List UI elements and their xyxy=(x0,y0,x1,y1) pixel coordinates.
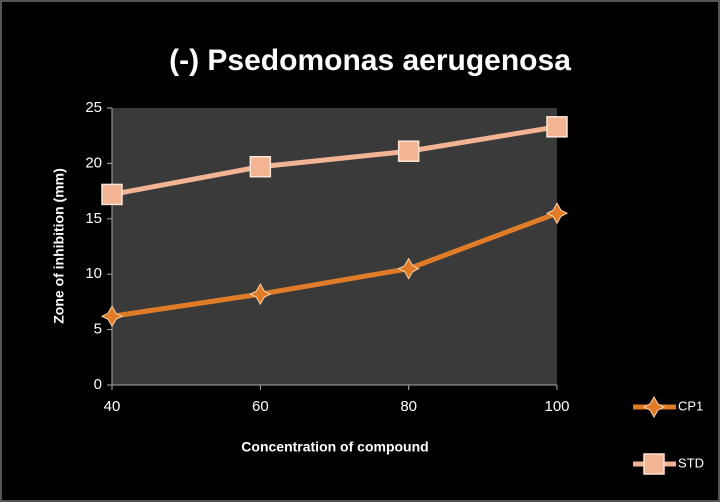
data-point xyxy=(101,183,123,206)
plot-area xyxy=(112,108,557,385)
y-tick-label: 20 xyxy=(85,154,102,171)
data-point xyxy=(100,305,124,328)
data-point xyxy=(249,283,272,306)
data-point xyxy=(397,257,420,280)
data-point xyxy=(249,155,272,178)
y-tick-label: 25 xyxy=(85,99,102,116)
x-tick-label: 80 xyxy=(400,398,417,415)
x-tick-label: 60 xyxy=(252,398,269,415)
x-axis-label: Concentration of compound xyxy=(241,439,428,455)
x-tick-label: 40 xyxy=(104,398,121,415)
y-axis-label: Zone of inhibition (mm) xyxy=(51,168,67,324)
y-tick-label: 10 xyxy=(85,265,102,282)
chart-title: (-) Psedomonas aerugenosa xyxy=(169,44,571,77)
data-point xyxy=(546,116,568,138)
legend-marker xyxy=(642,395,666,419)
legend-label: CP1 xyxy=(678,398,703,413)
legend-marker xyxy=(643,453,665,475)
data-point xyxy=(545,202,569,225)
y-tick-label: 0 xyxy=(94,376,102,393)
y-tick-label: 15 xyxy=(85,210,102,227)
data-point xyxy=(397,140,420,162)
x-tick-label: 100 xyxy=(544,398,569,415)
series-line xyxy=(111,210,558,319)
y-tick-label: 5 xyxy=(94,321,102,338)
series-line xyxy=(111,124,558,197)
legend-label: STD xyxy=(678,455,704,470)
